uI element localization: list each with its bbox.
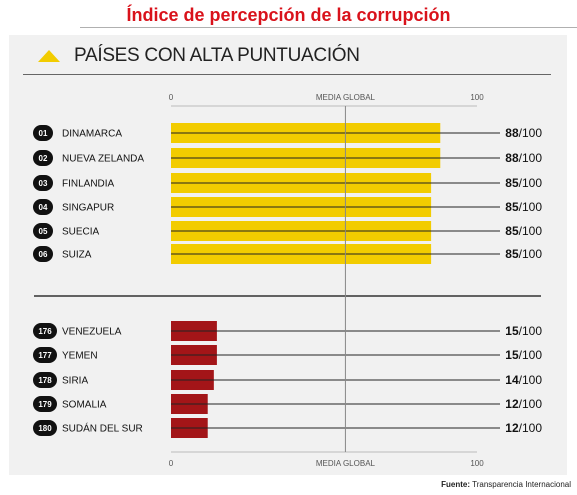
rank-badge-176 <box>33 323 57 339</box>
rank-label-05: 05 <box>39 227 48 236</box>
rank-label-04: 04 <box>39 203 48 212</box>
axis-top-mid-label: MEDIA GLOBAL <box>316 93 376 102</box>
rank-badge-06 <box>33 246 53 262</box>
value-label-01: 88/100 <box>505 126 542 140</box>
axis-top-min-label: 0 <box>169 93 174 102</box>
source-note: Fuente: Transparencia Internacional <box>441 480 571 489</box>
value-label-176: 15/100 <box>505 324 542 338</box>
value-label-04: 85/100 <box>505 200 542 214</box>
value-label-02: 88/100 <box>505 151 542 165</box>
rank-label-176: 176 <box>38 327 52 336</box>
rank-label-06: 06 <box>39 250 48 259</box>
country-label-02: NUEVA ZELANDA <box>62 154 144 165</box>
rank-badge-04 <box>33 199 53 215</box>
section-heading: PAÍSES CON ALTA PUNTUACIÓN <box>74 45 360 66</box>
country-label-177: YEMEN <box>62 351 98 362</box>
value-label-06: 85/100 <box>505 247 542 261</box>
rank-badge-179 <box>33 396 57 412</box>
country-label-178: SIRIA <box>62 376 88 387</box>
country-label-179: SOMALIA <box>62 400 107 411</box>
value-label-177: 15/100 <box>505 348 542 362</box>
value-label-179: 12/100 <box>505 397 542 411</box>
rank-badge-02 <box>33 150 53 166</box>
value-label-03: 85/100 <box>505 176 542 190</box>
rank-badge-05 <box>33 223 53 239</box>
heading-divider <box>23 74 551 75</box>
axis-top-max-label: 100 <box>470 93 484 102</box>
axis-bottom-max-label: 100 <box>470 459 484 468</box>
value-label-05: 85/100 <box>505 224 542 238</box>
triangle-icon <box>38 50 60 62</box>
rank-badge-180 <box>33 420 57 436</box>
rank-label-177: 177 <box>38 351 52 360</box>
rank-badge-177 <box>33 347 57 363</box>
value-label-180: 12/100 <box>505 421 542 435</box>
country-label-01: DINAMARCA <box>62 129 122 140</box>
source-value: Transparencia Internacional <box>472 480 571 489</box>
source-label: Fuente: <box>441 480 471 489</box>
country-label-06: SUIZA <box>62 250 92 261</box>
rank-label-178: 178 <box>38 376 52 385</box>
axis-bottom-min-label: 0 <box>169 459 174 468</box>
chart-title: Índice de percepción de la corrupción <box>126 5 451 25</box>
rank-badge-178 <box>33 372 57 388</box>
country-label-180: SUDÁN DEL SUR <box>62 422 143 435</box>
rank-badge-03 <box>33 175 53 191</box>
country-label-04: SINGAPUR <box>62 203 114 214</box>
title-divider <box>80 27 577 28</box>
rank-label-180: 180 <box>38 424 52 433</box>
rank-badge-01 <box>33 125 53 141</box>
rank-label-179: 179 <box>38 400 52 409</box>
rank-label-03: 03 <box>39 179 48 188</box>
country-label-176: VENEZUELA <box>62 327 122 338</box>
value-label-178: 14/100 <box>505 373 542 387</box>
axis-bottom-mid-label: MEDIA GLOBAL <box>316 459 376 468</box>
rank-label-01: 01 <box>39 129 48 138</box>
country-label-03: FINLANDIA <box>62 179 115 190</box>
country-label-05: SUECIA <box>62 227 100 238</box>
rank-label-02: 02 <box>39 154 48 163</box>
